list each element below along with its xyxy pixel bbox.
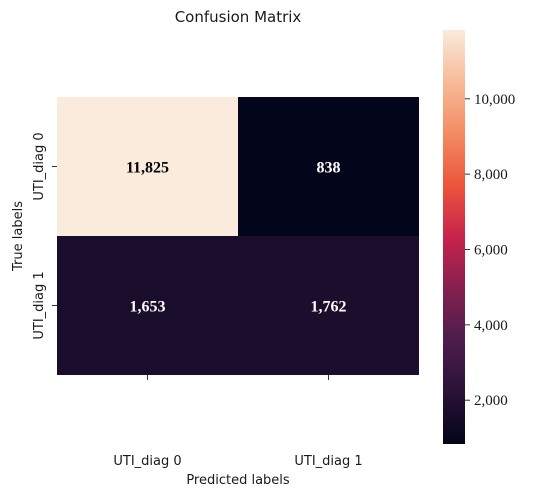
heatmap-cells: 11,825 838 1,653 1,762 <box>57 97 419 375</box>
colorbar-tick-label: 6,000 <box>474 242 508 258</box>
y-axis-label: True labels <box>11 201 26 272</box>
x-axis-ticks: UTI_diag 0 UTI_diag 1 <box>113 375 363 469</box>
cell-value-label: 1,762 <box>311 299 347 316</box>
colorbar-ticks: 2,000 4,000 6,000 8,000 10,000 <box>465 92 515 409</box>
colorbar <box>443 30 465 444</box>
x-axis-label: Predicted labels <box>186 473 290 488</box>
colorbar-tick-label: 4,000 <box>474 318 508 334</box>
cell-value-label: 838 <box>317 160 341 177</box>
colorbar-tick-label: 2,000 <box>474 393 508 409</box>
x-tick-label: UTI_diag 0 <box>113 454 181 469</box>
heatmap-cell <box>57 97 238 236</box>
colorbar-tick-label: 8,000 <box>474 167 508 183</box>
y-axis-ticks: UTI_diag 0 UTI_diag 1 <box>32 132 57 340</box>
cell-value-label: 11,825 <box>126 160 169 177</box>
cell-value-label: 1,653 <box>130 299 166 316</box>
chart-title: Confusion Matrix <box>175 8 302 26</box>
heatmap-cell <box>57 236 238 375</box>
y-tick-label: UTI_diag 1 <box>32 271 47 339</box>
heatmap-cell <box>238 236 419 375</box>
x-tick-label: UTI_diag 1 <box>294 454 362 469</box>
heatmap-cell <box>238 97 419 236</box>
y-tick-label: UTI_diag 0 <box>32 132 47 200</box>
colorbar-tick-label: 10,000 <box>474 92 515 108</box>
